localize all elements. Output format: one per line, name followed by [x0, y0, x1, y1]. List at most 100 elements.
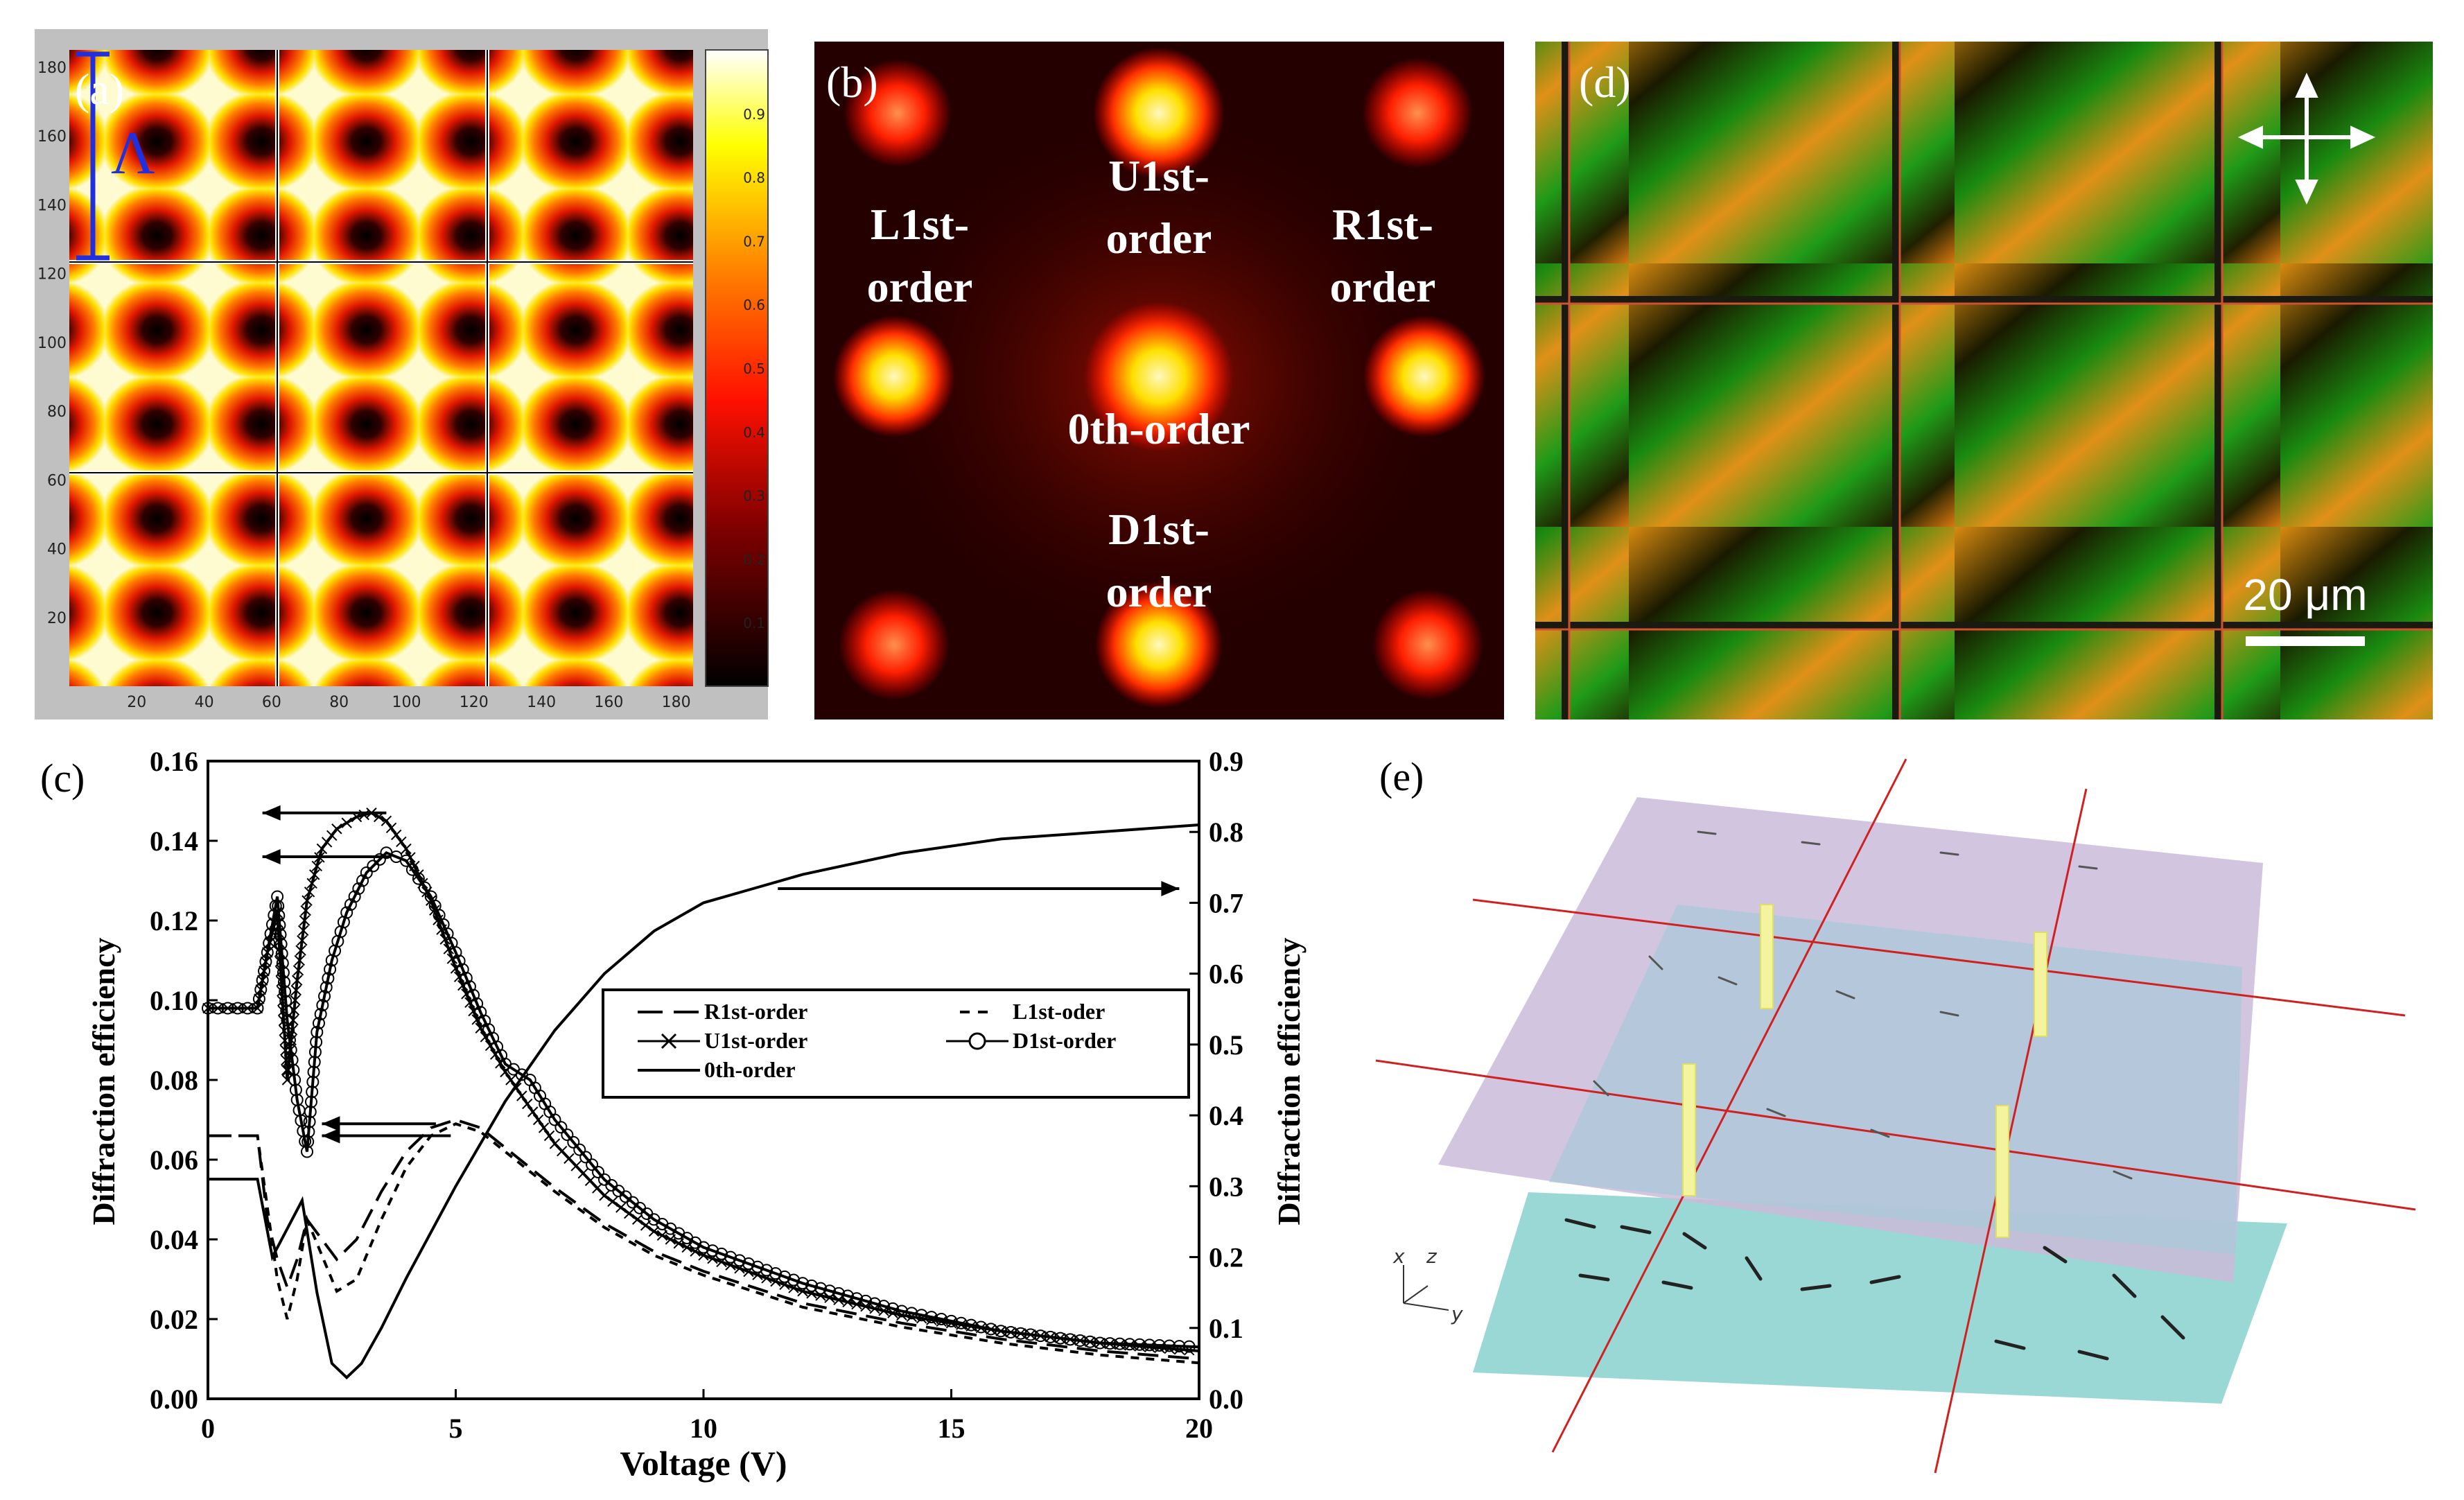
lambda-marker	[76, 51, 110, 261]
series-line-l1st-oder	[208, 1122, 1200, 1365]
d1st-marker	[823, 1284, 836, 1298]
panel-a-label: (a)	[75, 64, 124, 114]
d1st-marker	[274, 928, 287, 941]
d1st-marker	[263, 936, 276, 950]
u1st-marker	[615, 1202, 627, 1213]
legend-entry: D1st-order	[946, 1028, 1116, 1053]
panel-d-label: (d)	[1579, 58, 1631, 107]
colorbar-tick-label: 0.1	[743, 615, 765, 631]
panel-d-micrograph	[1535, 42, 2433, 720]
d1st-marker	[877, 1300, 890, 1313]
d1st-marker	[289, 1083, 302, 1097]
colorbar-tick-label: 0.3	[743, 488, 765, 505]
panel-a-grid-lines-dark	[69, 50, 693, 686]
u1st-marker	[302, 895, 313, 906]
panel-a-y-tick-label: 180	[37, 60, 67, 77]
d1st-marker	[1173, 1340, 1186, 1353]
d1st-marker	[412, 872, 425, 885]
d1st-marker	[264, 927, 277, 941]
label-zeroth: 0th-order	[1067, 404, 1250, 453]
u1st-marker	[309, 869, 320, 880]
d1st-marker	[561, 1128, 574, 1142]
d1st-marker	[841, 1289, 854, 1302]
colorbar-tick-label: 0.4	[743, 424, 765, 441]
x-tick-label: 10	[690, 1413, 717, 1444]
series-line-d1st-order	[208, 851, 1200, 1349]
d1st-marker	[405, 863, 419, 876]
u1st-marker	[527, 1106, 539, 1117]
d1st-marker	[272, 900, 285, 913]
electrode-lines	[1375, 758, 2416, 1474]
d1st-marker	[373, 853, 386, 866]
u1st-marker	[331, 823, 342, 835]
y-left-tick-label: 0.12	[150, 905, 198, 936]
d1st-marker	[471, 997, 484, 1010]
d1st-marker	[592, 1165, 605, 1178]
d1st-marker	[868, 1297, 881, 1310]
label-d1st-line2: order	[1106, 567, 1212, 616]
d1st-marker	[984, 1323, 997, 1336]
d1st-marker	[303, 1115, 316, 1128]
panel-a-y-tick-label: 100	[37, 335, 67, 352]
label-d1st-line1: D1st-	[1108, 505, 1209, 554]
legend: R1st-order L1st-oder U1st-order D1st-order 0…	[638, 999, 1116, 1082]
panel-a-axis-ticks: 20 40 60 80 100 120 140 160 180 20 40 60 80 100 120 140…	[37, 60, 765, 711]
y-right-tick-label: 0.8	[1209, 817, 1243, 848]
d1st-marker	[324, 963, 337, 976]
label-r1st-line1: R1st-	[1332, 200, 1433, 249]
legend-label: D1st-order	[1013, 1028, 1116, 1053]
label-l1st-line2: order	[867, 262, 973, 311]
d1st-marker	[320, 981, 333, 994]
x-axis-label: Voltage (V)	[620, 1444, 787, 1483]
d1st-marker	[308, 1045, 322, 1058]
panel-a-y-tick-label: 60	[47, 472, 67, 489]
d1st-marker	[310, 1036, 323, 1049]
u1st-marker	[306, 878, 317, 889]
axis-z-label: z	[1426, 1245, 1438, 1268]
d1st-marker	[751, 1260, 764, 1273]
disclination-pillars	[1682, 904, 2047, 1238]
d1st-marker	[307, 1065, 320, 1079]
u1st-marker	[294, 954, 305, 966]
u1st-marker	[390, 829, 402, 841]
d1st-marker	[760, 1264, 773, 1277]
u1st-marker	[326, 830, 338, 841]
d1st-marker	[1094, 1336, 1106, 1350]
panel-a-x-tick-label: 140	[527, 694, 556, 711]
d1st-marker	[275, 947, 288, 960]
spot-l1st	[833, 315, 955, 437]
y-right-tick-label: 0.6	[1209, 959, 1243, 990]
legend-box	[602, 988, 1190, 1099]
d1st-marker	[733, 1254, 746, 1267]
axis-x-label: x	[1392, 1245, 1405, 1268]
d1st-marker	[586, 1158, 599, 1171]
y-right-tick-label: 0.7	[1209, 887, 1243, 918]
d1st-marker	[895, 1305, 908, 1318]
legend-label: U1st-order	[704, 1028, 807, 1053]
d1st-marker	[252, 993, 265, 1006]
panel-e	[1375, 758, 2416, 1474]
d1st-marker	[241, 1002, 254, 1015]
annotation-arrow	[262, 805, 387, 821]
u1st-marker	[295, 945, 306, 956]
lambda-symbol: Λ	[111, 120, 155, 187]
d1st-marker	[308, 1056, 321, 1069]
d1st-marker	[287, 1063, 300, 1076]
d1st-marker	[859, 1294, 872, 1307]
d1st-marker	[312, 1017, 325, 1030]
panel-e-label: (e)	[1379, 754, 1424, 799]
lc-directors-top	[1593, 830, 2133, 1180]
y-left-tick-label: 0.06	[150, 1144, 198, 1176]
d1st-marker	[945, 1314, 958, 1327]
y-right-ticks: 0.0 0.1 0.2 0.3 0.4 0.5 0.6 0.7 0.8 0.9	[1189, 746, 1243, 1415]
y-right-tick-label: 0.1	[1209, 1313, 1243, 1344]
d1st-marker	[211, 1002, 225, 1015]
d1st-marker	[1182, 1340, 1196, 1353]
y-left-tick-label: 0.10	[150, 985, 198, 1016]
colorbar-tick-label: 0.9	[743, 106, 765, 123]
legend-label: 0th-order	[704, 1057, 796, 1082]
spot-zeroth	[1084, 302, 1234, 451]
x-tick-label: 15	[938, 1413, 965, 1444]
middle-plane	[1549, 905, 2242, 1255]
